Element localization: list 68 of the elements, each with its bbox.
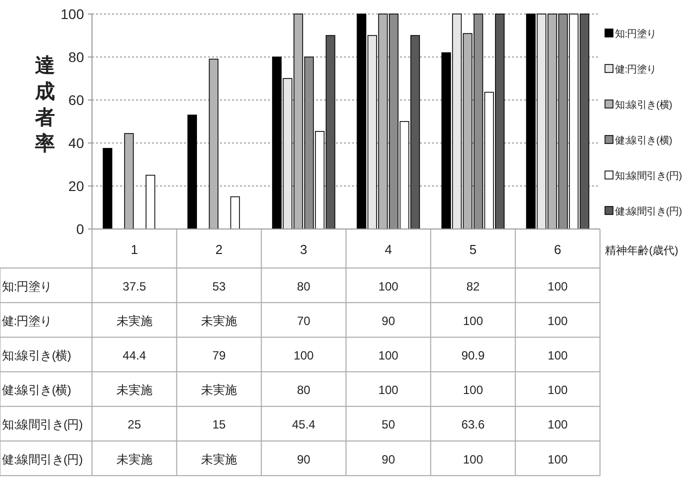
bar bbox=[124, 133, 134, 230]
legend-label: 知:線間引き(円) bbox=[615, 170, 682, 182]
legend-label: 知:線引き(横) bbox=[615, 99, 672, 111]
data-label: 100 bbox=[548, 279, 568, 294]
data-label: 90 bbox=[296, 452, 311, 466]
data-label: 100 bbox=[378, 348, 399, 362]
data-label: 15 bbox=[212, 418, 226, 432]
text: 知:円塗り bbox=[2, 279, 52, 294]
y-axis-title: 達成者率 bbox=[34, 55, 55, 155]
bar bbox=[208, 58, 218, 230]
data-label: 100 bbox=[548, 452, 568, 466]
data-label: 100 bbox=[378, 279, 399, 294]
text: 未実施 bbox=[116, 383, 152, 398]
data-label: 90 bbox=[382, 452, 396, 466]
data-label: 100 bbox=[548, 383, 568, 398]
data-label: 80 bbox=[296, 383, 311, 398]
bar bbox=[146, 174, 156, 230]
data-label: 50 bbox=[382, 418, 396, 432]
text: 健:線引き(横) bbox=[2, 383, 71, 398]
y-tick-label: 60 bbox=[68, 92, 84, 108]
data-label: 100 bbox=[548, 418, 568, 432]
legend-label: 健:円塗り bbox=[615, 64, 656, 76]
legend-label: 知:円塗り bbox=[615, 28, 656, 40]
legend-label: 健:線引き(横) bbox=[615, 134, 672, 146]
data-label: 44.4 bbox=[122, 348, 146, 362]
data-label: 80 bbox=[296, 279, 311, 294]
data-label: 100 bbox=[462, 314, 484, 328]
text: 健:線間引き(円) bbox=[2, 452, 83, 466]
data-label: 100 bbox=[378, 383, 399, 398]
data-label: 100 bbox=[462, 452, 484, 466]
data-label: 53 bbox=[212, 279, 226, 294]
legend-label: 健:線間引き(円) bbox=[615, 206, 682, 218]
text: 未実施 bbox=[201, 314, 237, 328]
data-label: 37.5 bbox=[122, 279, 146, 294]
y-tick-label: 100 bbox=[60, 6, 84, 22]
y-tick-label: 40 bbox=[68, 135, 84, 151]
x-tick-label: 3 bbox=[300, 242, 308, 257]
bar bbox=[230, 196, 240, 230]
data-label: 90 bbox=[382, 314, 396, 328]
data-label: 79 bbox=[212, 348, 226, 362]
x-axis-title: 精神年齢(歳代) bbox=[605, 244, 678, 257]
text: 未実施 bbox=[201, 452, 237, 466]
data-label: 100 bbox=[294, 348, 314, 362]
text: 未実施 bbox=[116, 314, 152, 328]
text: 知:線引き(横) bbox=[2, 348, 71, 362]
y-tick-label: 80 bbox=[68, 49, 84, 65]
data-label: 100 bbox=[548, 314, 568, 328]
text: 知:線間引き(円) bbox=[2, 418, 83, 432]
text: 未実施 bbox=[201, 383, 237, 398]
data-label: 100 bbox=[548, 348, 568, 362]
x-tick-label: 6 bbox=[554, 242, 562, 257]
data-label: 45.4 bbox=[292, 418, 316, 432]
text: 健:円塗り bbox=[2, 314, 52, 328]
data-label: 82 bbox=[466, 279, 480, 294]
data-label: 70 bbox=[296, 314, 311, 328]
data-label: 100 bbox=[462, 383, 484, 398]
y-tick-label: 0 bbox=[76, 221, 84, 237]
x-tick-label: 4 bbox=[384, 242, 392, 257]
x-tick-label: 1 bbox=[130, 242, 138, 257]
x-tick-label: 2 bbox=[215, 242, 223, 257]
y-tick-label: 20 bbox=[68, 178, 84, 194]
x-tick-label: 5 bbox=[469, 242, 477, 257]
data-label: 63.6 bbox=[461, 418, 485, 432]
bar bbox=[187, 114, 197, 230]
bar bbox=[102, 148, 112, 230]
data-label: 25 bbox=[128, 418, 142, 432]
data-label: 90.9 bbox=[461, 348, 485, 362]
text: 未実施 bbox=[116, 452, 152, 466]
